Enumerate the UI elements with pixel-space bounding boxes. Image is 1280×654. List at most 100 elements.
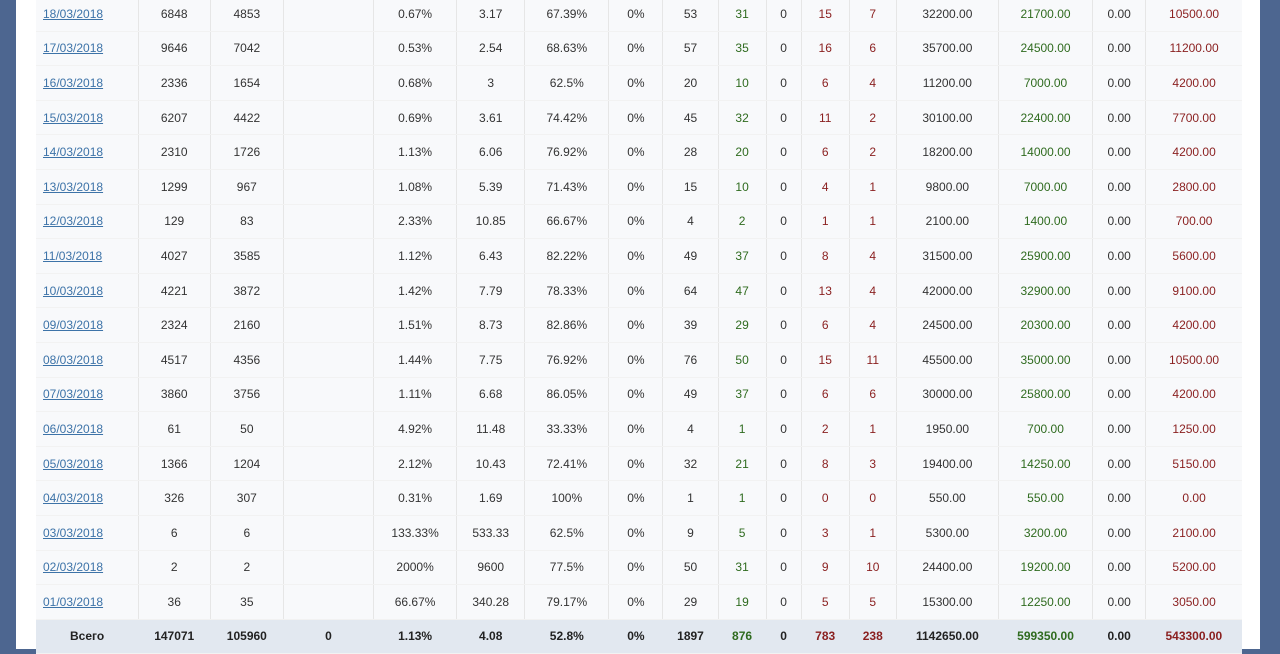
cost-cell — [283, 480, 375, 516]
ctr-cell: 2.33% — [373, 204, 458, 240]
date-link[interactable]: 05/03/2018 — [43, 456, 104, 471]
table-row: 17/03/2018 9646 7042 0.53% 2.54 68.63% 0% 57 35 0… — [36, 31, 1242, 67]
date-link[interactable]: 09/03/2018 — [43, 318, 104, 333]
date-link[interactable]: 17/03/2018 — [43, 41, 104, 56]
date-link[interactable]: 01/03/2018 — [43, 594, 104, 609]
revenue-total-cell: 15300.00 — [896, 584, 999, 620]
total-revenue-approved-cell: 599350.00 — [998, 619, 1093, 654]
date-cell: 15/03/2018 — [36, 100, 139, 136]
date-link[interactable]: 04/03/2018 — [43, 491, 104, 506]
date-link[interactable]: 18/03/2018 — [43, 6, 104, 21]
date-cell: 07/03/2018 — [36, 377, 139, 413]
approve-rate-cell: 82.22% — [524, 238, 610, 274]
leads-pending-cell: 15 — [801, 342, 850, 378]
revenue-approved-cell: 22400.00 — [998, 100, 1094, 136]
leads-approved-cell: 31 — [718, 550, 767, 586]
leads-pending-cell: 8 — [801, 238, 850, 274]
shows-cell: 1299 — [138, 169, 211, 205]
approve-rate-cell: 33.33% — [524, 411, 610, 447]
date-cell: 16/03/2018 — [36, 65, 139, 101]
leads-hold-cell: 2 — [849, 100, 897, 136]
table-row: 15/03/2018 6207 4422 0.69% 3.61 74.42% 0% 45 32 0… — [36, 100, 1242, 136]
date-cell: 01/03/2018 — [36, 584, 139, 620]
leads-hold-cell: 7 — [849, 0, 897, 32]
leads-approved-cell: 21 — [718, 446, 767, 482]
leads-hold-cell: 4 — [849, 65, 897, 101]
date-cell: 12/03/2018 — [36, 204, 139, 240]
date-link[interactable]: 02/03/2018 — [43, 560, 104, 575]
approve-rate-cell: 74.42% — [524, 100, 610, 136]
content-panel: 18/03/2018 6848 4853 0.67% 3.17 67.39% 0% 53 31 0… — [16, 0, 1260, 654]
revenue-pending-cell: 11200.00 — [1145, 31, 1242, 67]
date-link[interactable]: 14/03/2018 — [43, 145, 104, 160]
cost-cell — [283, 377, 375, 413]
date-link[interactable]: 07/03/2018 — [43, 387, 104, 402]
total-leads-pending-cell: 783 — [801, 619, 850, 654]
cpm-cell: 3.61 — [456, 100, 526, 136]
leads-rejected-cell: 0 — [766, 307, 802, 343]
leads-total-cell: 28 — [662, 134, 719, 170]
ctr-cell: 0.53% — [373, 31, 458, 67]
leads-approved-cell: 10 — [718, 169, 767, 205]
revenue-pending-cell: 10500.00 — [1145, 0, 1242, 32]
ctr-cell: 1.12% — [373, 238, 458, 274]
cost-cell — [283, 238, 375, 274]
leads-rejected-cell: 0 — [766, 100, 802, 136]
approve-rate-cell: 72.41% — [524, 446, 610, 482]
revenue-total-cell: 9800.00 — [896, 169, 999, 205]
cost-cell — [283, 100, 375, 136]
leads-rejected-cell: 0 — [766, 584, 802, 620]
leads-pending-cell: 4 — [801, 169, 850, 205]
cpm-cell: 7.75 — [456, 342, 526, 378]
total-shows-cell: 147071 — [138, 619, 211, 654]
date-link[interactable]: 15/03/2018 — [43, 110, 104, 125]
rejected-rate-cell: 0% — [608, 411, 664, 447]
leads-total-cell: 1 — [662, 480, 719, 516]
date-cell: 13/03/2018 — [36, 169, 139, 205]
date-link[interactable]: 06/03/2018 — [43, 421, 104, 436]
total-leads-hold-cell: 238 — [849, 619, 897, 654]
leads-pending-cell: 3 — [801, 515, 850, 551]
cpm-cell: 6.43 — [456, 238, 526, 274]
date-link[interactable]: 12/03/2018 — [43, 214, 104, 229]
leads-total-cell: 50 — [662, 550, 719, 586]
revenue-rejected-cell: 0.00 — [1092, 238, 1147, 274]
unique-visitors-cell: 35 — [210, 584, 284, 620]
date-cell: 05/03/2018 — [36, 446, 139, 482]
revenue-pending-cell: 700.00 — [1145, 204, 1242, 240]
date-link[interactable]: 03/03/2018 — [43, 525, 104, 540]
leads-hold-cell: 4 — [849, 273, 897, 309]
revenue-total-cell: 30100.00 — [896, 100, 999, 136]
total-row: Всего 147071 105960 0 1.13% 4.08 52.8% 0% 1897 87… — [36, 619, 1242, 654]
revenue-approved-cell: 550.00 — [998, 480, 1094, 516]
unique-visitors-cell: 2 — [210, 550, 284, 586]
revenue-rejected-cell: 0.00 — [1092, 550, 1147, 586]
cost-cell — [283, 134, 375, 170]
date-link[interactable]: 08/03/2018 — [43, 352, 104, 367]
date-link[interactable]: 11/03/2018 — [43, 248, 103, 263]
unique-visitors-cell: 3756 — [210, 377, 284, 413]
leads-hold-cell: 11 — [849, 342, 897, 378]
unique-visitors-cell: 307 — [210, 480, 284, 516]
cost-cell — [283, 204, 375, 240]
revenue-pending-cell: 4200.00 — [1145, 134, 1242, 170]
date-link[interactable]: 13/03/2018 — [43, 179, 104, 194]
date-link[interactable]: 10/03/2018 — [43, 283, 104, 298]
revenue-rejected-cell: 0.00 — [1092, 515, 1147, 551]
cost-cell — [283, 515, 375, 551]
revenue-rejected-cell: 0.00 — [1092, 31, 1147, 67]
table-row: 01/03/2018 36 35 66.67% 340.28 79.17% 0% 29 19 0 5… — [36, 584, 1242, 620]
date-link[interactable]: 16/03/2018 — [43, 75, 104, 90]
total-leads-total-cell: 1897 — [662, 619, 719, 654]
rejected-rate-cell: 0% — [608, 342, 664, 378]
unique-visitors-cell: 2160 — [210, 307, 284, 343]
unique-visitors-cell: 50 — [210, 411, 284, 447]
unique-visitors-cell: 4356 — [210, 342, 284, 378]
leads-approved-cell: 50 — [718, 342, 767, 378]
date-cell: 10/03/2018 — [36, 273, 139, 309]
revenue-total-cell: 2100.00 — [896, 204, 999, 240]
cpm-cell: 9600 — [456, 550, 526, 586]
unique-visitors-cell: 83 — [210, 204, 284, 240]
leads-approved-cell: 47 — [718, 273, 767, 309]
shows-cell: 2336 — [138, 65, 211, 101]
